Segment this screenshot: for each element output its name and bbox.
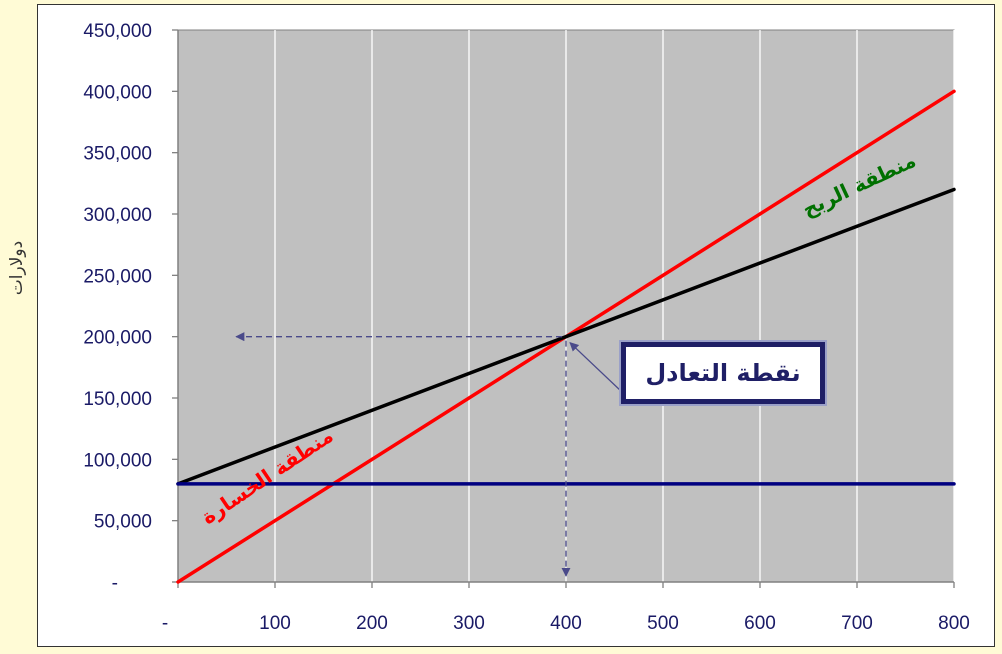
y-tick-label-200000: 200,000	[83, 328, 152, 349]
y-tick-label-400000: 400,000	[83, 82, 152, 103]
y-tick-label-300000: 300,000	[83, 205, 152, 226]
x-tick-label-0: -	[162, 613, 168, 634]
x-tick-label-300: 300	[453, 613, 485, 634]
y-tick-label-50000: 50,000	[94, 512, 152, 533]
x-tick-label-700: 700	[841, 613, 873, 634]
x-tick-label-400: 400	[550, 613, 582, 634]
x-tick-label-600: 600	[744, 613, 776, 634]
y-tick-label-150000: 150,000	[83, 389, 152, 410]
x-tick-label-500: 500	[647, 613, 679, 634]
y-axis-title: دولارات	[7, 241, 27, 295]
x-tick-label-800: 800	[938, 613, 970, 634]
y-tick-label-100000: 100,000	[83, 450, 152, 471]
break-even-callout: نقطة التعادل	[619, 340, 827, 406]
y-tick-label-0: -	[112, 573, 118, 594]
break-even-label: نقطة التعادل	[625, 346, 821, 400]
total-cost-line	[176, 187, 956, 486]
y-tick-label-350000: 350,000	[83, 144, 152, 165]
y-tick-label-450000: 450,000	[83, 21, 152, 42]
y-tick-label-250000: 250,000	[83, 266, 152, 287]
x-tick-label-200: 200	[356, 613, 388, 634]
break-even-pointer	[569, 342, 623, 393]
x-tick-label-100: 100	[259, 613, 291, 634]
